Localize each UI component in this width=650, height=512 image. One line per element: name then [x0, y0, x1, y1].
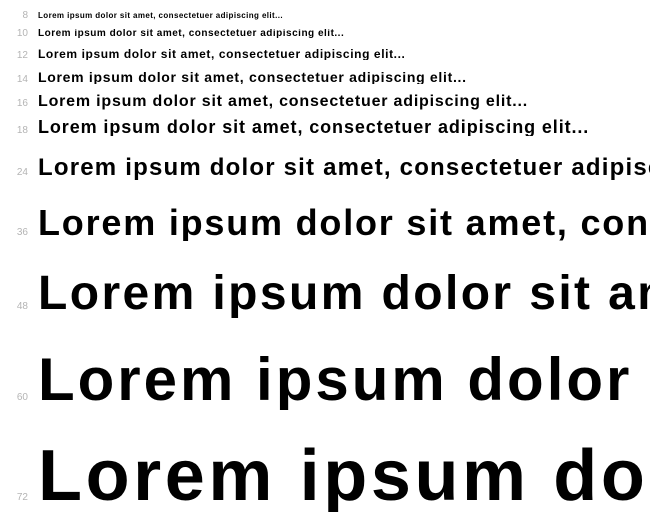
waterfall-row-16: 16 Lorem ipsum dolor sit amet, consectetu… — [0, 94, 650, 110]
size-label: 36 — [4, 227, 28, 238]
size-label: 14 — [4, 74, 28, 85]
size-label: 12 — [4, 50, 28, 61]
size-label: 18 — [4, 125, 28, 136]
waterfall-row-12: 12 Lorem ipsum dolor sit amet, consectetu… — [0, 48, 650, 61]
sample-text: Lorem ipsum dolor — [38, 440, 650, 512]
size-label: 8 — [4, 10, 28, 21]
waterfall-row-60: 60 Lorem ipsum dolor sit — [0, 350, 650, 410]
sample-text: Lorem ipsum dolor sit amet, consectetuer… — [38, 48, 650, 60]
sample-text: Lorem ipsum dolor sit amet, consecte — [38, 205, 650, 241]
sample-text: Lorem ipsum dolor sit amet, consectetuer… — [38, 29, 650, 39]
size-label: 16 — [4, 98, 28, 109]
waterfall-row-8: 8 Lorem ipsum dolor sit amet, consectetue… — [0, 10, 650, 21]
sample-text: Lorem ipsum dolor sit amet — [38, 270, 650, 318]
waterfall-row-36: 36 Lorem ipsum dolor sit amet, consecte — [0, 205, 650, 241]
sample-text: Lorem ipsum dolor sit amet, consectetuer… — [38, 94, 650, 110]
size-label: 10 — [4, 28, 28, 39]
sample-text: Lorem ipsum dolor sit amet, consectetuer… — [38, 12, 650, 20]
sample-text: Lorem ipsum dolor sit amet, consectetuer… — [38, 156, 650, 180]
sample-text: Lorem ipsum dolor sit amet, consectetuer… — [38, 118, 650, 136]
waterfall-row-72: 72 Lorem ipsum dolor — [0, 440, 650, 512]
size-label: 60 — [4, 392, 28, 403]
waterfall-row-24: 24 Lorem ipsum dolor sit amet, consectetu… — [0, 156, 650, 180]
waterfall-row-18: 18 Lorem ipsum dolor sit amet, consectetu… — [0, 118, 650, 136]
sample-text: Lorem ipsum dolor sit amet, consectetuer… — [38, 70, 650, 84]
waterfall-row-14: 14 Lorem ipsum dolor sit amet, consectetu… — [0, 70, 650, 85]
waterfall-row-10: 10 Lorem ipsum dolor sit amet, consectetu… — [0, 28, 650, 39]
size-label: 72 — [4, 492, 28, 503]
size-label: 24 — [4, 167, 28, 178]
waterfall-row-48: 48 Lorem ipsum dolor sit amet — [0, 270, 650, 318]
size-label: 48 — [4, 301, 28, 312]
sample-text: Lorem ipsum dolor sit — [38, 350, 650, 410]
